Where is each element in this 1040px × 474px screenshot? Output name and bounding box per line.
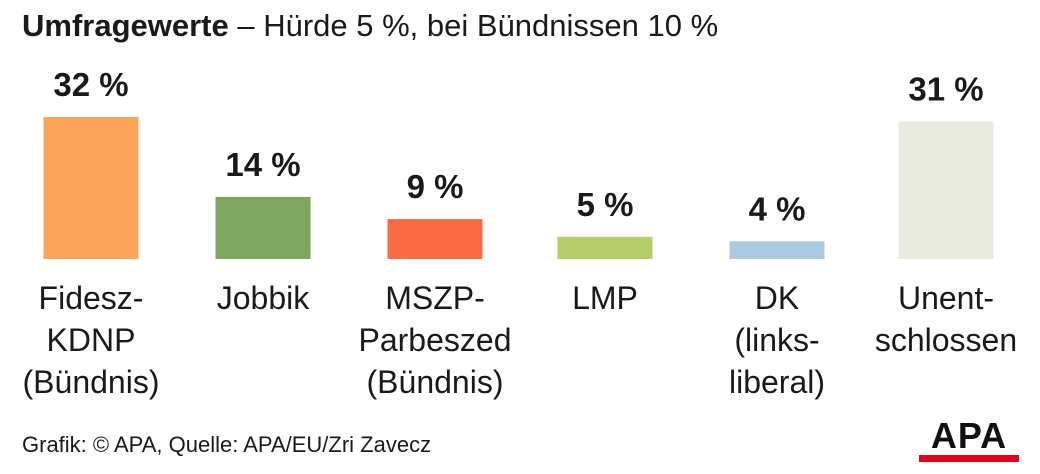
bar-1: [215, 196, 311, 259]
bar-value-label-5: 31 %: [908, 70, 983, 107]
category-label-5-1: schlossen: [875, 322, 1017, 358]
apa-logo: APA: [919, 416, 1019, 462]
category-label-4-1: (links-: [734, 322, 819, 358]
category-label-3-0: LMP: [572, 280, 638, 316]
bar-2: [387, 219, 483, 259]
bar-4: [729, 241, 825, 259]
category-label-1-0: Jobbik: [217, 280, 311, 316]
category-label-0-2: (Bündnis): [23, 364, 160, 400]
category-label-0-0: Fidesz-: [39, 280, 144, 316]
bar-value-label-4: 4 %: [749, 190, 806, 227]
category-label-4-2: liberal): [729, 364, 825, 400]
bar-5: [898, 121, 994, 259]
category-label-0-1: KDNP: [47, 322, 136, 358]
category-label-5-0: Unent-: [898, 280, 994, 316]
category-label-2-1: Parbeszed: [359, 322, 512, 358]
bar-value-label-2: 9 %: [407, 168, 464, 205]
apa-logo-text: APA: [930, 415, 1008, 456]
apa-logo-stripe: [919, 455, 1019, 462]
category-label-2-2: (Bündnis): [367, 364, 504, 400]
category-label-4-0: DK: [755, 280, 799, 316]
bar-value-label-1: 14 %: [225, 146, 300, 183]
bar-value-label-0: 32 %: [53, 66, 128, 103]
bar-3: [557, 236, 653, 259]
category-label-2-0: MSZP-: [385, 280, 485, 316]
chart-title-bold: Umfragewerte: [22, 8, 229, 43]
bar-value-label-3: 5 %: [577, 186, 634, 223]
chart-title: Umfragewerte – Hürde 5 %, bei Bündnissen…: [22, 8, 718, 44]
chart-title-subtitle: – Hürde 5 %, bei Bündnissen 10 %: [228, 8, 719, 43]
bar-0: [43, 117, 139, 259]
source-credit: Grafik: © APA, Quelle: APA/EU/Zri Zavecz: [22, 432, 432, 457]
